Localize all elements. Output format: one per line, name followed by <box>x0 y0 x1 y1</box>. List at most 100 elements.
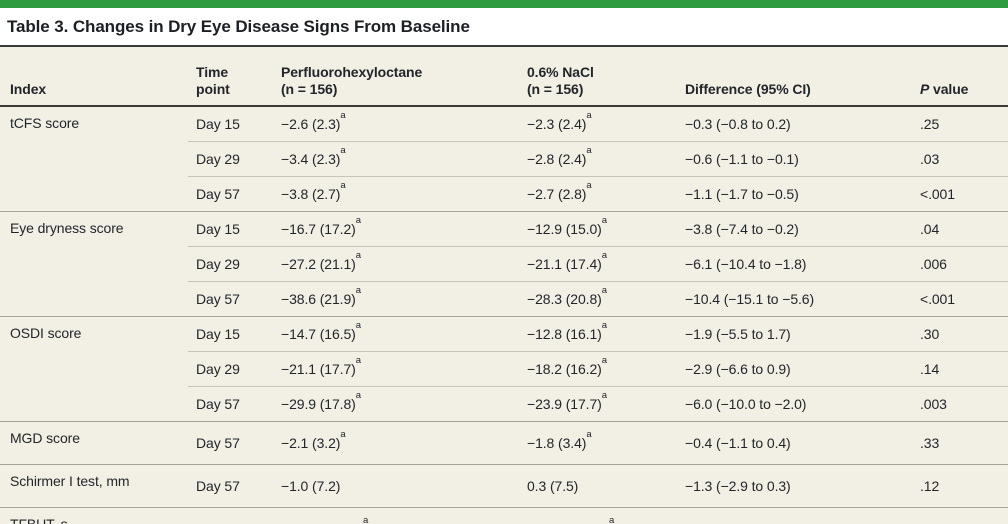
nacl-cell: −1.8 (3.4)a <box>519 421 677 465</box>
index-cell: OSDI score <box>0 316 188 422</box>
footnote-a-marker: a <box>586 179 592 191</box>
time-point-cell: Day 57 <box>188 421 273 465</box>
footnote-a-marker: a <box>355 214 361 226</box>
footnote-a-marker: a <box>601 354 607 366</box>
time-point-cell: Day 57 <box>188 464 273 508</box>
table-row: Day 29 −27.2 (21.1)a −21.1 (17.4)a −6.1 (−1… <box>0 246 1008 282</box>
table-row: Day 29 −21.1 (17.7)a −18.2 (16.2)a −2.9 (−6… <box>0 351 1008 387</box>
table-title: Table 3. Changes in Dry Eye Disease Sign… <box>7 17 470 36</box>
p-value-cell: .003 <box>912 386 1008 422</box>
perfluorohexyloctane-cell: −16.7 (17.2)a <box>273 211 519 247</box>
col-header-difference: Difference (95% CI) <box>677 45 912 107</box>
nacl-cell: −21.1 (17.4)a <box>519 246 677 282</box>
perfluorohexyloctane-cell: −14.7 (16.5)a <box>273 316 519 352</box>
nacl-cell: 1.388 (1.872)a <box>519 507 677 524</box>
p-value-cell: .30 <box>912 316 1008 352</box>
time-point-cell: Day 57 <box>188 281 273 317</box>
index-cell: Schirmer I test, mm <box>0 464 188 508</box>
nacl-cell: −2.8 (2.4)a <box>519 141 677 177</box>
table-group: TFBUT, sDay 571.484 (2.108)a1.388 (1.872… <box>0 507 1008 524</box>
footnote-a-marker: a <box>340 179 346 191</box>
perfluorohexyloctane-cell: −2.1 (3.2)a <box>273 421 519 465</box>
difference-cell: −1.1 (−1.7 to −0.5) <box>677 176 912 212</box>
perfluorohexyloctane-cell: −2.6 (2.3)a <box>273 106 519 142</box>
time-point-cell: Day 57 <box>188 386 273 422</box>
footnote-a-marker: a <box>586 109 592 121</box>
difference-cell: −10.4 (−15.1 to −5.6) <box>677 281 912 317</box>
p-value-cell: .67 <box>912 507 1008 524</box>
p-value-cell: .25 <box>912 106 1008 142</box>
difference-cell: −2.9 (−6.6 to 0.9) <box>677 351 912 387</box>
table-group: tCFS score Day 15 −2.6 (2.3)a −2.3 (2.4)a −0… <box>0 106 1008 212</box>
col-header-nacl: 0.6% NaCl (n = 156) <box>519 45 677 107</box>
footnote-a-marker: a <box>355 319 361 331</box>
time-point-cell: Day 15 <box>188 106 273 142</box>
p-value-cell: <.001 <box>912 176 1008 212</box>
table-row: Day 29 −3.4 (2.3)a −2.8 (2.4)a −0.6 (−1.1 t… <box>0 141 1008 177</box>
difference-cell: −1.3 (−2.9 to 0.3) <box>677 464 912 508</box>
perfluorohexyloctane-cell: −1.0 (7.2) <box>273 464 519 508</box>
index-cell: Eye dryness score <box>0 211 188 317</box>
nacl-cell: −28.3 (20.8)a <box>519 281 677 317</box>
table-row: Day 57 −29.9 (17.8)a −23.9 (17.7)a −6.0 (−1… <box>0 386 1008 422</box>
perfluorohexyloctane-cell: −27.2 (21.1)a <box>273 246 519 282</box>
time-point-cell: Day 29 <box>188 141 273 177</box>
perfluorohexyloctane-cell: −3.8 (2.7)a <box>273 176 519 212</box>
perfluorohexyloctane-cell: −3.4 (2.3)a <box>273 141 519 177</box>
nacl-cell: −12.8 (16.1)a <box>519 316 677 352</box>
difference-cell: −0.3 (−0.8 to 0.2) <box>677 106 912 142</box>
difference-cell: −0.4 (−1.1 to 0.4) <box>677 421 912 465</box>
accent-top-bar <box>0 0 1008 8</box>
table-row: Day 57 −38.6 (21.9)a −28.3 (20.8)a −10.4 (−… <box>0 281 1008 317</box>
footnote-a-marker: a <box>608 514 615 524</box>
time-point-cell: Day 57 <box>188 176 273 212</box>
table-row: MGD score Day 57 −2.1 (3.2)a −1.8 (3.4)a −0.… <box>0 421 1008 465</box>
time-point-cell: Day 15 <box>188 316 273 352</box>
footnote-a-marker: a <box>601 319 607 331</box>
difference-cell: −1.9 (−5.5 to 1.7) <box>677 316 912 352</box>
index-cell: tCFS score <box>0 106 188 212</box>
footnote-a-marker: a <box>586 428 592 440</box>
nacl-cell: −18.2 (16.2)a <box>519 351 677 387</box>
time-point-cell: Day 15 <box>188 211 273 247</box>
header-row: Index Time point Perfluorohexyloctane (n… <box>0 45 1008 107</box>
p-value-cell: .12 <box>912 464 1008 508</box>
difference-cell: −3.8 (−7.4 to −0.2) <box>677 211 912 247</box>
p-value-rest: value <box>929 81 969 97</box>
time-point-cell: Day 57 <box>188 507 273 524</box>
footnote-a-marker: a <box>340 144 346 156</box>
index-cell: TFBUT, s <box>0 507 188 524</box>
nacl-cell: −2.7 (2.8)a <box>519 176 677 212</box>
difference-cell: −6.1 (−10.4 to −1.8) <box>677 246 912 282</box>
footnote-a-marker: a <box>355 249 361 261</box>
p-value-cell: .03 <box>912 141 1008 177</box>
difference-cell: −0.6 (−1.1 to −0.1) <box>677 141 912 177</box>
difference-cell: 0.096 (−0.349 to 0.541) <box>677 507 912 524</box>
col-header-perfluorohexyloctane: Perfluorohexyloctane (n = 156) <box>273 45 519 107</box>
table-row: Day 57 −3.8 (2.7)a −2.7 (2.8)a −1.1 (−1.7 t… <box>0 176 1008 212</box>
footnote-a-marker: a <box>586 144 592 156</box>
footnote-a-marker: a <box>601 389 607 401</box>
footnote-a-marker: a <box>355 354 361 366</box>
nacl-cell: 0.3 (7.5) <box>519 464 677 508</box>
table-header: Index Time point Perfluorohexyloctane (n… <box>0 45 1008 107</box>
p-value-italic-p: P <box>920 81 930 97</box>
p-value-cell: .04 <box>912 211 1008 247</box>
table-group: Schirmer I test, mm Day 57 −1.0 (7.2) 0.3 (… <box>0 464 1008 508</box>
footnote-a-marker: a <box>355 284 361 296</box>
footnote-a-marker: a <box>340 109 346 121</box>
footnote-a-marker: a <box>362 514 369 524</box>
perfluorohexyloctane-cell: −38.6 (21.9)a <box>273 281 519 317</box>
perfluorohexyloctane-cell: 1.484 (2.108)a <box>273 507 519 524</box>
table-row: TFBUT, sDay 571.484 (2.108)a1.388 (1.872… <box>0 507 1008 524</box>
col-header-index: Index <box>0 45 188 107</box>
time-point-cell: Day 29 <box>188 351 273 387</box>
p-value-cell: .006 <box>912 246 1008 282</box>
nacl-cell: −12.9 (15.0)a <box>519 211 677 247</box>
table-group: OSDI score Day 15 −14.7 (16.5)a −12.8 (16.1… <box>0 316 1008 422</box>
nacl-cell: −2.3 (2.4)a <box>519 106 677 142</box>
table-group: Eye dryness score Day 15 −16.7 (17.2)a −12.… <box>0 211 1008 317</box>
table-row: OSDI score Day 15 −14.7 (16.5)a −12.8 (16.1… <box>0 316 1008 422</box>
table-row: Schirmer I test, mm Day 57 −1.0 (7.2) 0.3 (… <box>0 464 1008 508</box>
